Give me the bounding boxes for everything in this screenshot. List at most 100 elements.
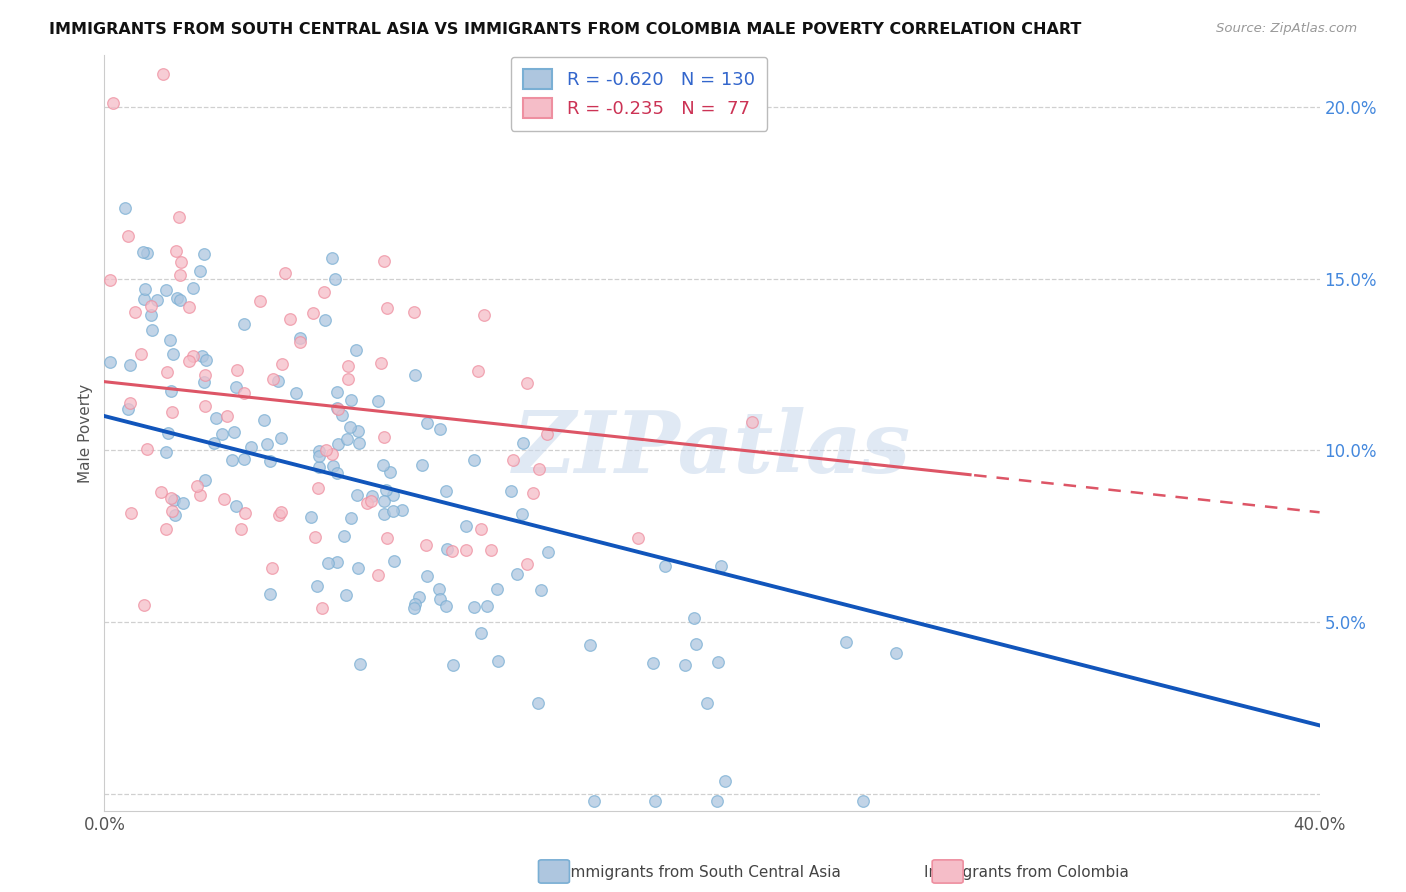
Point — [259, 587, 281, 601]
Point — [361, 489, 384, 503]
Point — [373, 430, 395, 444]
Point — [512, 436, 534, 450]
Point — [479, 543, 502, 558]
Point — [516, 376, 538, 390]
Point — [429, 591, 451, 606]
Point — [470, 523, 492, 537]
Point — [146, 293, 169, 307]
Point — [321, 251, 343, 265]
Point — [181, 349, 204, 363]
Point — [463, 452, 485, 467]
Point — [103, 95, 125, 110]
Point — [307, 481, 329, 495]
Point — [314, 313, 336, 327]
Point — [188, 264, 211, 278]
Point — [441, 658, 464, 673]
Point — [347, 435, 370, 450]
Point — [186, 479, 208, 493]
Point — [582, 794, 605, 808]
Point — [337, 372, 360, 386]
Point — [167, 211, 190, 225]
Point — [536, 545, 558, 559]
Point — [696, 696, 718, 710]
Point — [260, 561, 283, 575]
Point — [215, 409, 238, 424]
Point — [486, 582, 509, 597]
Point — [486, 654, 509, 668]
Point — [304, 530, 326, 544]
Point — [233, 507, 256, 521]
Point — [177, 300, 200, 314]
Point — [136, 442, 159, 457]
Text: Immigrants from South Central Asia: Immigrants from South Central Asia — [565, 865, 841, 880]
Point — [356, 496, 378, 510]
Point — [349, 657, 371, 672]
Point — [160, 405, 183, 419]
Point — [169, 293, 191, 307]
Point — [373, 494, 395, 508]
Point — [193, 247, 215, 261]
Point — [415, 538, 437, 552]
Point — [404, 368, 426, 383]
Point — [707, 655, 730, 669]
Point — [884, 646, 907, 660]
Point — [436, 599, 458, 613]
Point — [165, 244, 187, 258]
Point — [411, 458, 433, 472]
Point — [641, 656, 664, 670]
Point — [415, 416, 437, 430]
Point — [429, 582, 451, 596]
Point — [429, 422, 451, 436]
Point — [463, 600, 485, 615]
Point — [347, 424, 370, 438]
Point — [340, 393, 363, 408]
Point — [222, 425, 245, 439]
Point — [229, 522, 252, 536]
Point — [315, 442, 337, 457]
Point — [193, 375, 215, 389]
Point — [326, 467, 349, 481]
Point — [285, 386, 308, 401]
Point — [136, 246, 159, 260]
Point — [326, 401, 349, 416]
Point — [194, 368, 217, 383]
Point — [278, 311, 301, 326]
Point — [326, 437, 349, 451]
Point — [370, 356, 392, 370]
Point — [835, 635, 858, 649]
Point — [527, 461, 550, 475]
Point — [516, 557, 538, 571]
Point — [155, 522, 177, 536]
Point — [166, 291, 188, 305]
Point — [163, 493, 186, 508]
Point — [225, 500, 247, 514]
Point — [152, 67, 174, 81]
Point — [120, 358, 142, 372]
Point — [191, 349, 214, 363]
Point — [117, 401, 139, 416]
Point — [124, 304, 146, 318]
Point — [322, 458, 344, 473]
Point — [332, 408, 354, 422]
Point — [157, 425, 180, 440]
Point — [325, 555, 347, 569]
Point — [685, 636, 707, 650]
Point — [321, 447, 343, 461]
Point — [225, 380, 247, 394]
Text: Source: ZipAtlas.com: Source: ZipAtlas.com — [1216, 22, 1357, 36]
Point — [156, 365, 179, 379]
Point — [467, 364, 489, 378]
Point — [381, 504, 404, 518]
Point — [408, 590, 430, 604]
Point — [232, 452, 254, 467]
Point — [510, 507, 533, 521]
Point — [221, 452, 243, 467]
Point — [170, 254, 193, 268]
Point — [194, 399, 217, 413]
Point — [211, 427, 233, 442]
Point — [194, 474, 217, 488]
Point — [299, 510, 322, 524]
Point — [373, 253, 395, 268]
Point — [302, 306, 325, 320]
Point — [326, 385, 349, 400]
